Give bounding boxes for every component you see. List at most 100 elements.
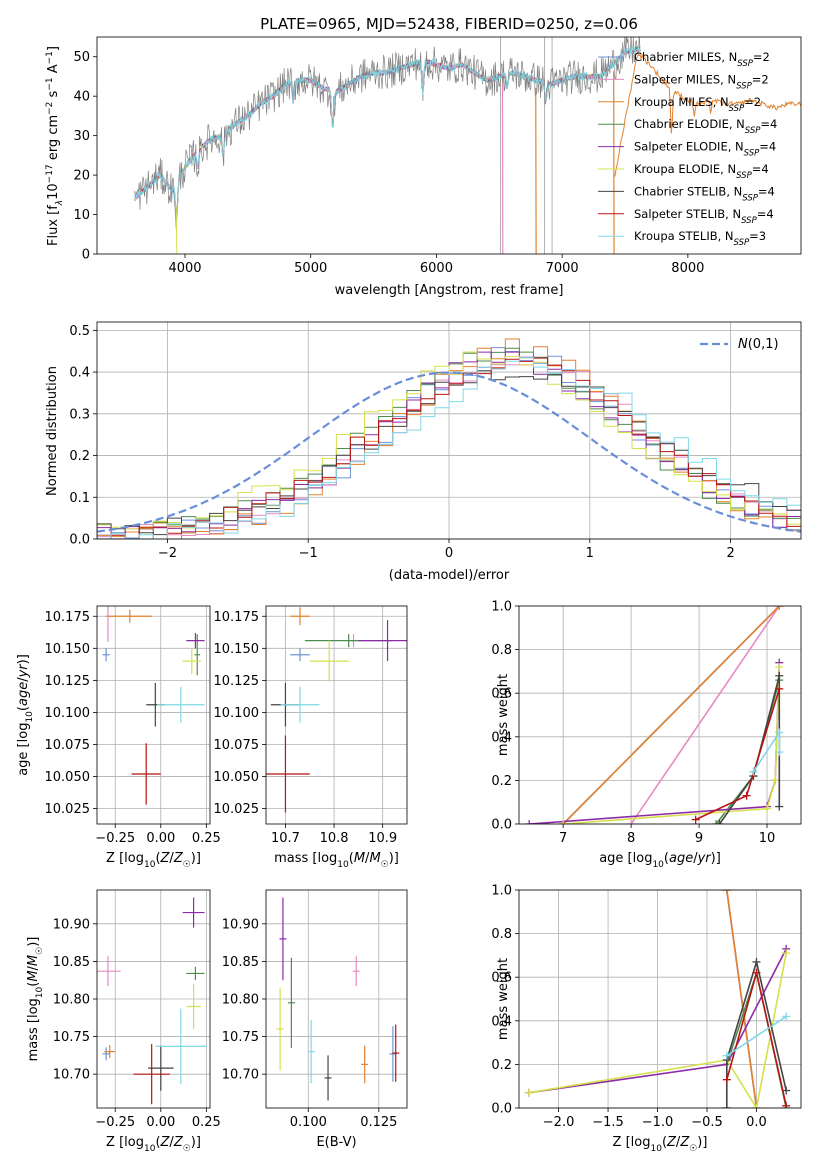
- x-tick-label: −1: [299, 546, 318, 561]
- legend-label-salpeter-elodie: Salpeter ELODIE, NSSP=4: [634, 140, 776, 159]
- weight-line-salpeter-stelib: [691, 684, 784, 824]
- observed-spectrum: [134, 37, 641, 230]
- errorbar-salpeter-elodie: [186, 632, 205, 649]
- model-spectrum-salpeter-stelib: [134, 46, 641, 216]
- model-spectrum-chabrier-miles: [134, 46, 641, 219]
- x-tick-label: 0.00: [146, 1115, 175, 1130]
- y-tick-label: 10.125: [214, 674, 260, 689]
- weight_vs_age-axes: 7 8 9 10 0.0 0.2 0.4 0.6 0.8 1.0 age [log10(age/yr…: [491, 600, 802, 870]
- errorbar-kroupa-miles: [104, 1045, 116, 1059]
- y-tick-label: 10.175: [214, 610, 260, 625]
- x-tick-label: −1.0: [642, 1115, 674, 1130]
- errorbar-kroupa-elodie: [186, 983, 201, 1030]
- axes-frame: [265, 889, 408, 1109]
- errorbar-chabrier-miles: [102, 1047, 110, 1061]
- errorbar-kroupa-stelib: [280, 686, 320, 723]
- y-tick-label: 0.3: [69, 407, 90, 422]
- y-tick-label: 10: [73, 208, 90, 223]
- y-axis-label: age [log10(age/yr)]: [16, 654, 35, 776]
- errorbar-salpeter-stelib: [133, 1044, 170, 1105]
- y-tick-label: 20: [73, 169, 90, 184]
- axes-frame: [96, 321, 802, 540]
- x-tick-label: 0: [445, 546, 453, 561]
- x-tick-label: 7: [559, 831, 567, 846]
- age_vs_Z-plot-area: [102, 606, 205, 805]
- spectrum-legend: Chabrier MILES, NSSP=2 Salpeter MILES, NS…: [598, 50, 777, 248]
- axes-frame: [518, 605, 802, 825]
- y-tick-label: 0.6: [491, 971, 512, 986]
- errorbar-salpeter-stelib: [266, 735, 310, 813]
- model-spectrum-kroupa-stelib: [134, 46, 641, 220]
- weight-line-salpeter-elodie: [525, 658, 784, 824]
- axes-frame: [265, 605, 408, 825]
- y-tick-label: 10.85: [53, 955, 90, 970]
- x-axis-label: Z [log10(Z/Z☉)]: [613, 1135, 708, 1154]
- y-tick-label: 10.70: [53, 1068, 90, 1083]
- x-tick-label: 8000: [671, 261, 704, 276]
- errorbar-salpeter-stelib: [392, 1024, 400, 1082]
- y-tick-label: 10.85: [222, 955, 259, 970]
- histogram-salpeter-stelib: [97, 357, 801, 539]
- y-tick-label: 0.2: [491, 1058, 512, 1073]
- x-tick-label: −0.5: [691, 1115, 723, 1130]
- weight_vs_age-plot-area: [525, 606, 784, 824]
- weight-line-kroupa-stelib: [722, 1012, 791, 1060]
- weight-line-kroupa-stelib: [749, 728, 784, 776]
- y-tick-label: 10.025: [45, 802, 91, 817]
- errorbar-salpeter-stelib: [131, 743, 161, 805]
- x-axis-label: mass [log10(M/M☉)]: [274, 851, 399, 870]
- errorbar-salpeter-miles: [97, 956, 121, 987]
- legend-label-salpeter-miles: Salpeter MILES, NSSP=2: [634, 72, 769, 91]
- x-axis-label: Z [log10(Z/Z☉)]: [106, 1135, 201, 1154]
- y-tick-label: 0.0: [491, 818, 512, 833]
- y-tick-label: 10.75: [53, 1030, 90, 1045]
- legend-label-chabrier-stelib: Chabrier STELIB, NSSP=4: [634, 184, 775, 203]
- x-tick-label: 0.100: [290, 1115, 327, 1130]
- weight-line-kroupa-miles: [559, 606, 784, 824]
- y-axis-label: mass weight: [496, 958, 511, 1040]
- y-tick-label: 10.75: [222, 1030, 259, 1045]
- y-tick-label: 10.050: [45, 770, 91, 785]
- y-tick-label: 1.0: [491, 884, 512, 899]
- y-tick-label: 0.6: [491, 687, 512, 702]
- x-tick-label: 10.9: [368, 831, 397, 846]
- y-tick-label: 40: [73, 90, 90, 105]
- x-tick-label: 5000: [294, 261, 327, 276]
- errorbar-kroupa-elodie: [309, 640, 349, 682]
- legend-label-salpeter-stelib: Salpeter STELIB, NSSP=4: [634, 207, 774, 226]
- weight-line-kroupa-elodie: [559, 663, 784, 824]
- x-axis-label: Z [log10(Z/Z☉)]: [106, 851, 201, 870]
- histogram-chabrier-stelib: [97, 370, 801, 539]
- y-tick-label: 10.025: [214, 802, 260, 817]
- y-tick-label: 10.100: [45, 706, 91, 721]
- spectrum-axes: 4000 5000 6000 7000 8000 0 10 20 30 40 50 Chabrier …: [45, 36, 802, 298]
- axes-frame: [518, 889, 802, 1109]
- errorbar-salpeter-elodie: [182, 897, 205, 928]
- y-tick-label: 0.8: [491, 643, 512, 658]
- y-axis-label: mass weight: [496, 674, 511, 756]
- age_vs_Z-axes: −0.25 0.00 0.25 10.025 10.050 10.075 10.100 10.…: [16, 605, 221, 870]
- weight_vs_Z-axes: −2.0 −1.5 −1.0 −0.5 0.0 0.0 0.2 0.4 0.6 0.8 1.0 Z […: [491, 884, 802, 1154]
- histogram-kroupa-stelib: [97, 357, 801, 539]
- x-tick-label: −1.5: [592, 1115, 624, 1130]
- x-tick-label: 2: [726, 546, 734, 561]
- y-tick-label: 10.150: [214, 642, 260, 657]
- weight-line-kroupa-miles: [722, 890, 761, 1108]
- x-tick-label: 0.0: [746, 1115, 767, 1130]
- x-axis-label: (data-model)/error: [389, 568, 510, 583]
- errorbar-kroupa-miles: [290, 607, 310, 626]
- y-tick-label: 0.8: [491, 927, 512, 942]
- y-axis-label: mass [log10(M/M☉)]: [26, 937, 45, 1062]
- mass_vs_Z-plot-area: [97, 897, 207, 1105]
- age_vs_mass-plot-area: [266, 607, 407, 813]
- axes-frame: [96, 36, 802, 255]
- x-tick-label: 0.125: [360, 1115, 397, 1130]
- model-spectrum-red-end: [614, 53, 801, 177]
- x-tick-label: 10.7: [271, 831, 300, 846]
- axes-frame: [96, 889, 211, 1109]
- y-axis-label: Flux [fλ10−17 erg cm−2 s−1 A−1]: [45, 46, 65, 246]
- errorbar-salpeter-elodie: [358, 620, 407, 662]
- x-tick-label: 6000: [420, 261, 453, 276]
- y-tick-label: 50: [73, 50, 90, 65]
